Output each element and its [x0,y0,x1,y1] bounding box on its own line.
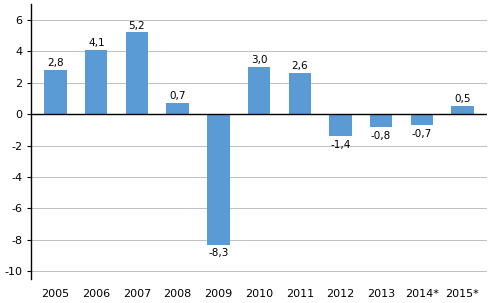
Bar [166,103,189,114]
Bar [289,73,311,114]
Text: 2,8: 2,8 [47,58,64,68]
Bar [451,106,474,114]
Bar [370,114,392,127]
Text: 3,0: 3,0 [251,55,267,65]
Bar [44,70,67,114]
Text: 5,2: 5,2 [129,21,145,31]
Text: 2,6: 2,6 [291,62,308,72]
Bar [126,32,148,114]
Bar [207,114,229,245]
Bar [85,50,108,114]
Text: 0,5: 0,5 [454,95,471,105]
Text: 0,7: 0,7 [169,91,186,101]
Text: -1,4: -1,4 [330,140,351,150]
Text: -0,7: -0,7 [411,129,432,139]
Text: -0,8: -0,8 [371,131,391,141]
Text: -8,3: -8,3 [208,248,228,258]
Text: 4,1: 4,1 [88,38,105,48]
Bar [410,114,433,125]
Bar [329,114,352,136]
Bar [248,67,270,114]
